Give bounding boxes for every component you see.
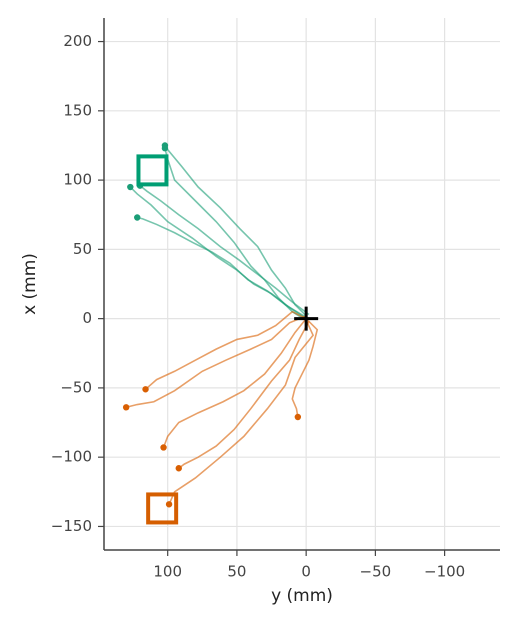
x-tick-label: −50 [360, 563, 392, 581]
end-point [161, 145, 169, 152]
end-point [165, 501, 173, 508]
y-tick-label: −50 [60, 378, 92, 396]
x-axis-label: y (mm) [271, 586, 333, 606]
trajectory [137, 216, 307, 318]
y-axis-label: x (mm) [20, 253, 40, 315]
end-point [142, 386, 149, 393]
y-tick-label: 50 [73, 240, 92, 258]
trajectory [162, 318, 307, 448]
trajectory [139, 185, 310, 316]
y-tick-label: 150 [63, 101, 92, 119]
x-tick-label: 0 [301, 563, 311, 581]
end-point [294, 413, 302, 421]
target [136, 154, 169, 187]
end-point [127, 183, 134, 191]
start-marker [294, 306, 319, 331]
y-tick-label: −100 [51, 448, 92, 466]
x-tick-label: 100 [153, 563, 182, 581]
y-tick-label: −150 [51, 517, 92, 535]
x-tick-label: 50 [227, 563, 246, 581]
end-point [175, 465, 182, 472]
trajectory [145, 310, 307, 390]
end-point [160, 444, 167, 451]
target [146, 492, 179, 525]
y-tick-label: 200 [63, 32, 92, 50]
end-point [122, 404, 130, 411]
trajectory [168, 319, 315, 505]
trajectory [164, 145, 307, 317]
trajectory [125, 315, 307, 409]
trajectory [291, 318, 319, 418]
end-point [134, 214, 141, 221]
trajectory [178, 321, 310, 469]
x-tick-label: −100 [424, 563, 465, 581]
y-tick-label: 0 [82, 309, 92, 327]
y-tick-label: 100 [63, 171, 92, 189]
